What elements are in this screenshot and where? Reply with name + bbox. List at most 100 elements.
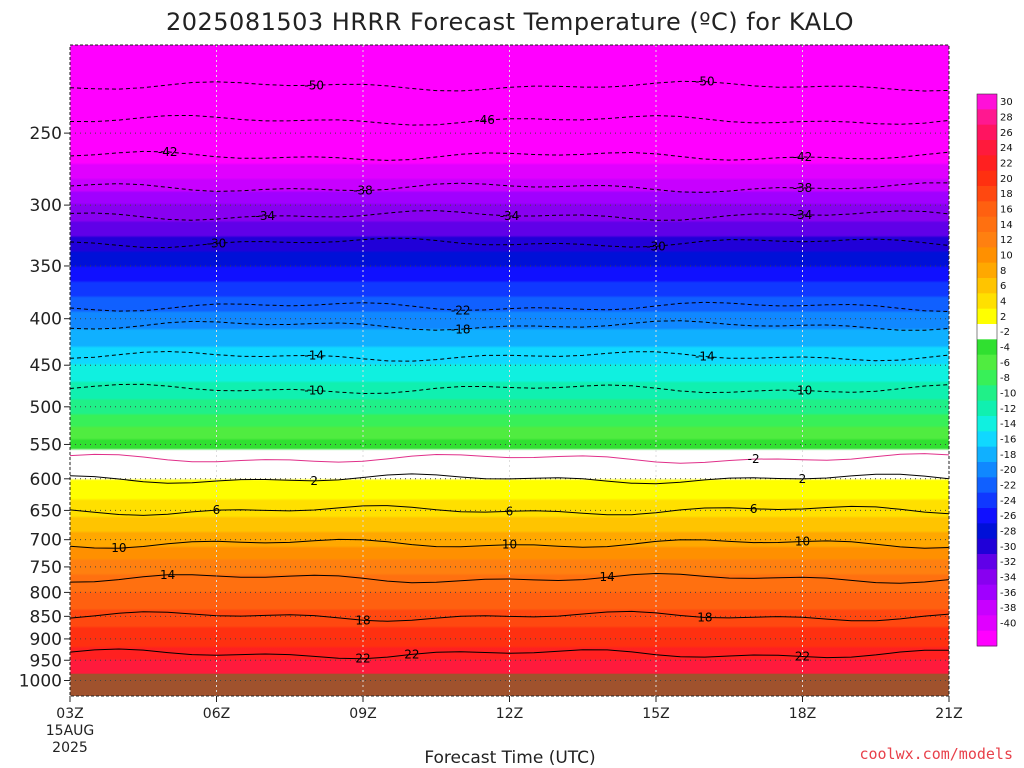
x-tick-label: 06Z	[203, 706, 230, 722]
contour-label: -34	[256, 209, 276, 223]
colorbar-swatch	[977, 600, 997, 616]
colorbar-label: 16	[1000, 205, 1013, 216]
y-tick-label: 600	[30, 470, 62, 490]
y-tick-label: 650	[30, 501, 62, 521]
colorbar-swatch	[977, 615, 997, 632]
contour-label: -2	[748, 452, 760, 466]
colorbar-label: -10	[1000, 389, 1016, 400]
contour-label: -34	[793, 208, 813, 222]
ground-below-surface	[70, 673, 949, 696]
contour-line-6	[70, 505, 949, 516]
contour-line-10	[70, 538, 949, 549]
colorbar-swatch	[977, 262, 997, 279]
contour-line-14	[70, 572, 949, 584]
colorbar-swatch	[977, 170, 997, 187]
colorbar-swatch	[977, 523, 997, 540]
contour-label: 14	[160, 568, 175, 582]
y-tick-label: 700	[30, 531, 62, 551]
colorbar-label: 24	[1000, 143, 1013, 154]
x-axis-title: Forecast Time (UTC)	[424, 748, 595, 768]
colorbar-swatch	[977, 186, 997, 202]
colorbar-swatch	[977, 416, 997, 432]
y-tick-label: 850	[30, 607, 62, 627]
colorbar-label: 6	[1000, 281, 1006, 292]
colorbar-swatch	[977, 492, 997, 509]
contour-label: -22	[451, 303, 471, 317]
contour-label: 10	[795, 535, 810, 549]
contour-label: 2	[799, 472, 807, 486]
colorbar-label: 12	[1000, 235, 1013, 246]
colorbar-label: -32	[1000, 557, 1016, 568]
colorbar-label: 26	[1000, 128, 1013, 139]
colorbar-swatch	[977, 278, 997, 294]
y-tick-label: 500	[30, 398, 62, 418]
contour-label: 22	[404, 647, 419, 661]
contour-label: 22	[355, 652, 370, 666]
contour-label: 10	[502, 538, 517, 552]
colorbar-label: -18	[1000, 450, 1016, 461]
colorbar-swatch	[977, 201, 997, 218]
colorbar-swatch	[977, 232, 997, 248]
colorbar-swatch	[977, 554, 997, 570]
contour-label: -34	[500, 209, 520, 223]
contour-label: -42	[158, 145, 178, 159]
x-tick-label: 12Z	[496, 706, 523, 722]
y-tick-label: 900	[30, 630, 62, 650]
colorbar-swatch	[977, 94, 997, 110]
x-tick-label: 09Z	[349, 706, 376, 722]
contour-label: -30	[646, 239, 666, 253]
colorbar-label: 18	[1000, 189, 1013, 200]
colorbar-label: 20	[1000, 174, 1013, 185]
colorbar-swatch	[977, 370, 997, 386]
contour-label: -50	[304, 78, 324, 92]
contour-line-2	[70, 473, 949, 485]
contour-label: -14	[695, 350, 715, 364]
colorbar-swatch	[977, 477, 997, 494]
colorbar-swatch	[977, 354, 997, 371]
colorbar-label: -12	[1000, 404, 1016, 415]
colorbar-label: 28	[1000, 113, 1013, 124]
colorbar-swatch	[977, 630, 997, 647]
contour-label: 6	[750, 502, 758, 516]
contour-label: -42	[793, 150, 813, 164]
colorbar-swatch	[977, 385, 997, 402]
colorbar-label: -6	[1000, 358, 1010, 369]
contour-lines: -50 -50-46-42 -42-38 -38-34 -34 -34-30 -30-22-…	[70, 75, 949, 666]
colorbar: 30 28 26 24 22 20 18 16 14 12 10 8 6 4 2 -2 -4 -6 -8 -10 -12…	[976, 93, 1016, 647]
contour-label: -18	[451, 322, 471, 336]
x-date-line1: 15AUG	[46, 723, 95, 739]
colorbar-swatch	[977, 508, 997, 524]
colorbar-label: -26	[1000, 511, 1016, 522]
colorbar-frame	[976, 93, 998, 647]
colorbar-label: -22	[1000, 481, 1016, 492]
y-tick-label: 1000	[19, 672, 62, 692]
y-tick-label: 450	[30, 356, 62, 376]
x-tick-label: 21Z	[935, 706, 962, 722]
grid-lines	[70, 45, 949, 696]
colorbar-label: -2	[1000, 327, 1010, 338]
colorbar-swatch	[977, 155, 997, 172]
colorbar-label: -4	[1000, 343, 1010, 354]
y-tick-label: 250	[30, 124, 62, 144]
colorbar-swatch	[977, 339, 997, 356]
colorbar-swatch	[977, 400, 997, 417]
colorbar-swatch	[977, 462, 997, 478]
contour-label: -38	[353, 184, 373, 198]
colorbar-swatch	[977, 109, 997, 126]
colorbar-label: -24	[1000, 496, 1016, 507]
colorbar-swatch	[977, 308, 997, 325]
colorbar-swatch	[977, 446, 997, 463]
colorbar-swatch	[977, 538, 997, 555]
colorbar-label: -20	[1000, 465, 1016, 476]
contour-label: -50	[695, 75, 715, 89]
credit-text: coolwx.com/models	[859, 745, 1013, 763]
y-tick-label: 350	[30, 257, 62, 277]
contour-label: 10	[111, 541, 126, 555]
colorbar-swatch	[977, 247, 997, 264]
contour-line-18	[70, 610, 949, 622]
y-axis: 250 300 350 400 450 500 550 600 650 700 750 800 850 9…	[19, 124, 70, 692]
contour-label: 18	[355, 613, 370, 627]
y-tick-label: 300	[30, 196, 62, 216]
contour-label: 18	[697, 610, 712, 624]
